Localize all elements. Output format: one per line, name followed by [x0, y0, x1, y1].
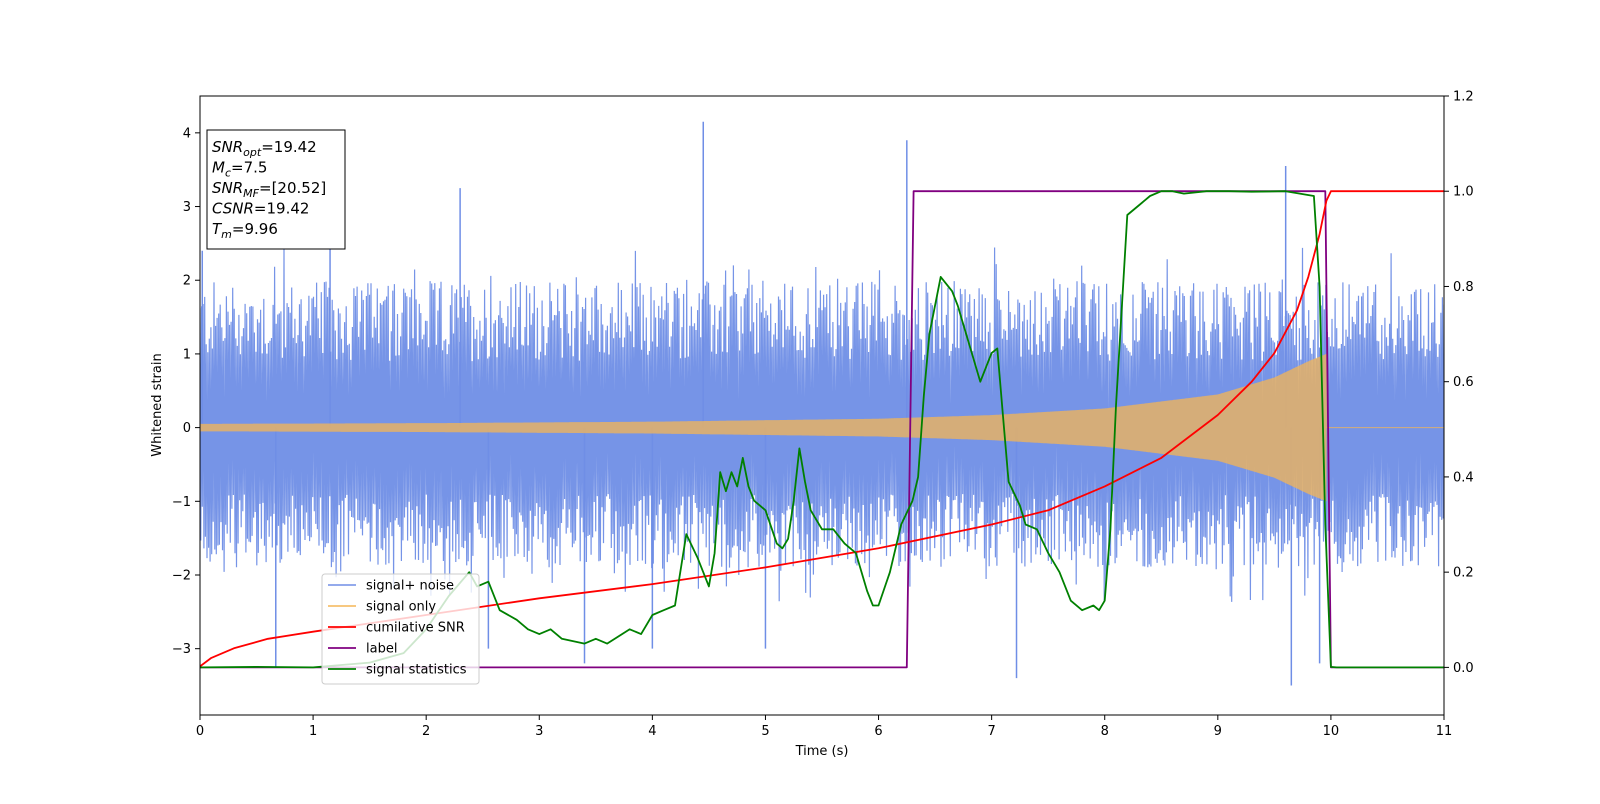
annotation-frame: [206, 129, 346, 250]
series-cumulative-snr: [200, 190, 1444, 668]
x-tick-label: 10: [1323, 724, 1340, 739]
legend-label: signal statistics: [366, 663, 467, 678]
y2-tick-label: 1.0: [1453, 185, 1474, 200]
series-signal-statistics: [200, 190, 1444, 669]
x-tick-label: 8: [1101, 724, 1109, 739]
x-tick-label: 9: [1214, 724, 1222, 739]
x-tick-label: 3: [535, 724, 543, 739]
y-axis-label: Whitened strain: [150, 353, 165, 456]
annotation-line: CSNR=19.42: [212, 200, 309, 218]
x-tick-label: 4: [648, 724, 656, 739]
y-tick-label: 2: [183, 274, 191, 289]
x-tick-label: 1: [309, 724, 317, 739]
y2-tick-label: 0.0: [1453, 661, 1474, 676]
annotation-line: Mc=7.5: [212, 159, 267, 180]
x-tick-label: 7: [987, 724, 995, 739]
y-tick-label: −3: [172, 642, 191, 657]
y2-tick-label: 0.6: [1453, 375, 1474, 390]
y-tick-label: −1: [172, 495, 191, 510]
annotation-box: SNRopt=19.42Mc=7.5SNRMF=[20.52]CSNR=19.4…: [206, 129, 346, 250]
legend-label: signal only: [366, 600, 436, 615]
annotation-line: Tm=9.96: [212, 220, 278, 241]
legend-label: cumilative SNR: [366, 621, 465, 636]
x-tick-label: 2: [422, 724, 430, 739]
x-tick-label: 11: [1436, 724, 1453, 739]
x-tick-label: 5: [761, 724, 769, 739]
series-signal-only: [200, 353, 1444, 502]
y-tick-label: 3: [183, 200, 191, 215]
y2-tick-label: 0.8: [1453, 280, 1474, 295]
legend-frame: [321, 573, 480, 685]
y-tick-label: 4: [183, 126, 191, 141]
legend-label: label: [366, 642, 397, 657]
plot-frame: [199, 95, 1445, 716]
y-tick-label: 1: [183, 347, 191, 362]
y-tick-label: 0: [183, 421, 191, 436]
x-tick-label: 0: [196, 724, 204, 739]
plot-area: [200, 121, 1444, 686]
legend-label: signal+ noise: [366, 579, 454, 594]
axes: 0 1 2 3 4 5 6 7 8 9 10 11 −3 −2 −1 0 1 2 3 4 0.0 0.2 0.4 0.6 0.8…: [172, 90, 1474, 740]
annotation-line: SNRMF=[20.52]: [212, 179, 326, 200]
legend: signal+ noise signal only cumilative SNR la…: [321, 573, 480, 685]
y2-tick-label: 1.2: [1453, 90, 1474, 105]
y2-tick-label: 0.4: [1453, 470, 1474, 485]
y2-tick-label: 0.2: [1453, 566, 1474, 581]
y-tick-label: −2: [172, 568, 191, 583]
annotation-line: SNRopt=19.42: [212, 138, 317, 159]
x-tick-label: 6: [874, 724, 882, 739]
x-axis-label: Time (s): [795, 744, 849, 759]
